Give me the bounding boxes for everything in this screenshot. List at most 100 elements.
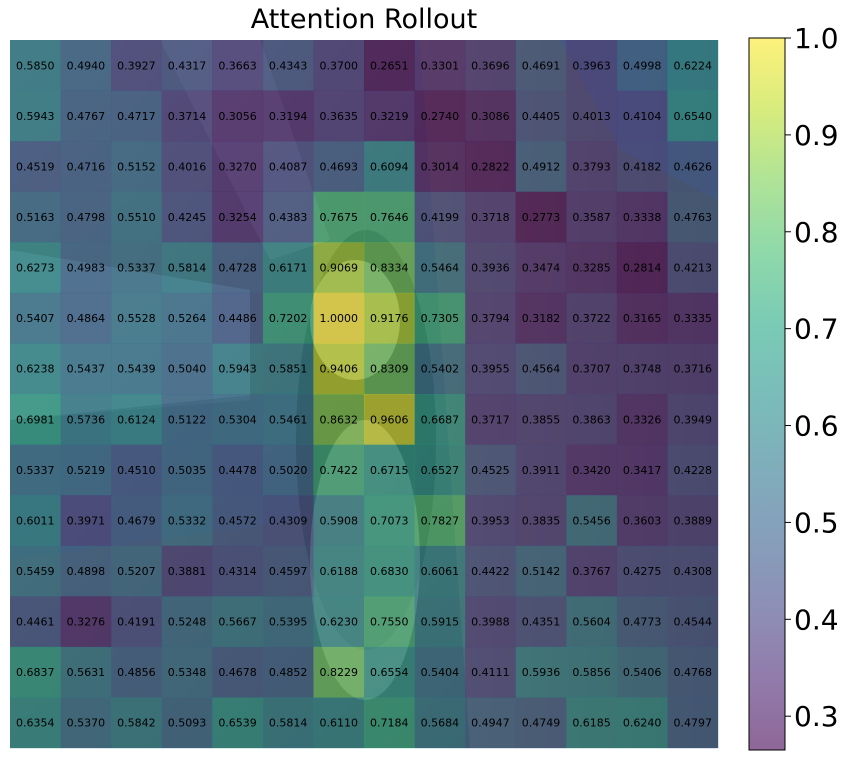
cell-value-label: 0.7422 xyxy=(319,464,358,477)
heatmap-cell xyxy=(465,545,517,597)
cell-value-label: 0.6354 xyxy=(16,717,55,730)
heatmap-cell xyxy=(616,40,668,91)
heatmap-cell xyxy=(616,545,668,597)
cell-value-label: 0.3335 xyxy=(673,312,712,325)
cell-value-label: 0.3086 xyxy=(471,110,510,123)
heatmap-cell xyxy=(515,40,567,91)
cell-value-label: 0.6238 xyxy=(16,363,55,376)
heatmap-cell xyxy=(60,646,112,698)
colorbar-tick-label: 0.8 xyxy=(794,216,839,249)
cell-value-label: 0.6240 xyxy=(623,717,662,730)
cell-value-label: 0.3182 xyxy=(522,312,561,325)
cell-value-label: 0.3881 xyxy=(168,565,207,578)
cell-value-label: 0.5402 xyxy=(421,363,460,376)
cell-value-label: 0.3988 xyxy=(471,616,510,629)
heatmap-cells xyxy=(10,40,719,749)
cell-value-label: 0.6185 xyxy=(572,717,611,730)
cell-value-label: 0.4767 xyxy=(67,110,106,123)
heatmap-cell xyxy=(262,646,314,698)
heatmap-cell xyxy=(414,40,466,91)
heatmap-cell xyxy=(111,242,163,294)
heatmap-cell xyxy=(616,646,668,698)
cell-value-label: 0.5464 xyxy=(421,262,460,275)
cell-value-label: 0.3748 xyxy=(623,363,662,376)
cell-value-label: 0.5459 xyxy=(16,565,55,578)
cell-value-label: 0.2651 xyxy=(370,59,409,72)
cell-value-label: 0.4864 xyxy=(67,312,106,325)
heatmap-cell xyxy=(111,343,163,395)
heatmap-cell xyxy=(414,141,466,193)
cell-value-label: 0.3717 xyxy=(471,413,510,426)
cell-value-label: 0.6124 xyxy=(117,413,156,426)
cell-value-label: 0.4486 xyxy=(218,312,257,325)
heatmap-cell xyxy=(161,141,213,193)
cell-value-label: 0.5908 xyxy=(319,514,358,527)
cell-value-label: 0.3863 xyxy=(572,413,611,426)
heatmap-cell xyxy=(667,394,719,445)
heatmap-cell xyxy=(667,90,719,142)
heatmap-cell xyxy=(212,646,264,698)
cell-value-label: 0.3722 xyxy=(572,312,611,325)
heatmap-cell xyxy=(262,141,314,193)
heatmap-cell xyxy=(161,343,213,395)
cell-value-label: 0.4405 xyxy=(522,110,561,123)
heatmap-cell xyxy=(161,596,213,648)
cell-value-label: 0.4983 xyxy=(67,262,106,275)
heatmap-cell xyxy=(111,697,163,749)
heatmap-cell xyxy=(566,90,618,142)
cell-value-label: 0.4478 xyxy=(218,464,257,477)
heatmap-cell xyxy=(313,40,365,91)
cell-value-label: 0.4351 xyxy=(522,616,561,629)
heatmap-cell xyxy=(111,191,163,243)
cell-value-label: 0.3194 xyxy=(269,110,308,123)
heatmap-cell xyxy=(465,444,517,496)
cell-value-label: 0.5510 xyxy=(117,211,156,224)
heatmap-cell xyxy=(515,90,567,142)
heatmap-cell xyxy=(313,343,365,395)
cell-value-label: 0.5850 xyxy=(16,59,55,72)
heatmap-cell xyxy=(364,596,415,648)
heatmap-cell xyxy=(515,495,567,547)
heatmap-cell xyxy=(262,292,314,344)
heatmap-cell xyxy=(515,394,567,445)
cell-value-label: 0.2814 xyxy=(623,262,662,275)
cell-value-label: 0.5814 xyxy=(168,262,207,275)
heatmap-cell xyxy=(60,394,112,445)
cell-value-label: 0.2822 xyxy=(471,160,510,173)
heatmap-cell xyxy=(465,697,517,749)
cell-value-label: 0.5461 xyxy=(269,413,308,426)
cell-value-label: 0.3270 xyxy=(218,160,257,173)
cell-value-label: 0.5332 xyxy=(168,514,207,527)
heatmap-cell xyxy=(212,292,264,344)
heatmap-cell xyxy=(313,697,365,749)
cell-value-label: 0.4998 xyxy=(623,59,662,72)
heatmap-cell xyxy=(262,495,314,547)
heatmap-cell xyxy=(161,495,213,547)
heatmap-cell xyxy=(566,596,618,648)
cell-value-label: 0.7202 xyxy=(269,312,308,325)
cell-value-label: 0.4856 xyxy=(117,666,156,679)
heatmap-cell xyxy=(667,545,719,597)
heatmap-cell xyxy=(364,292,415,344)
heatmap-cell xyxy=(414,343,466,395)
heatmap-cell xyxy=(10,90,61,142)
heatmap-cell xyxy=(566,141,618,193)
heatmap-cell xyxy=(10,646,61,698)
cell-value-label: 0.4525 xyxy=(471,464,510,477)
cell-value-label: 0.3889 xyxy=(673,514,712,527)
cell-value-label: 0.4111 xyxy=(471,666,510,679)
cell-value-label: 0.4572 xyxy=(218,514,257,527)
heatmap-cell xyxy=(515,141,567,193)
heatmap-cell xyxy=(262,394,314,445)
heatmap-cell xyxy=(212,343,264,395)
heatmap-cell xyxy=(364,444,415,496)
heatmap-cell xyxy=(60,444,112,496)
cell-value-label: 0.3767 xyxy=(572,565,611,578)
heatmap-cell xyxy=(60,141,112,193)
heatmap-cell xyxy=(616,292,668,344)
heatmap-cell xyxy=(212,90,264,142)
cell-value-label: 0.5248 xyxy=(168,616,207,629)
cell-value-label: 1.0000 xyxy=(319,312,358,325)
cell-value-label: 0.3927 xyxy=(117,59,156,72)
heatmap-cell xyxy=(515,242,567,294)
